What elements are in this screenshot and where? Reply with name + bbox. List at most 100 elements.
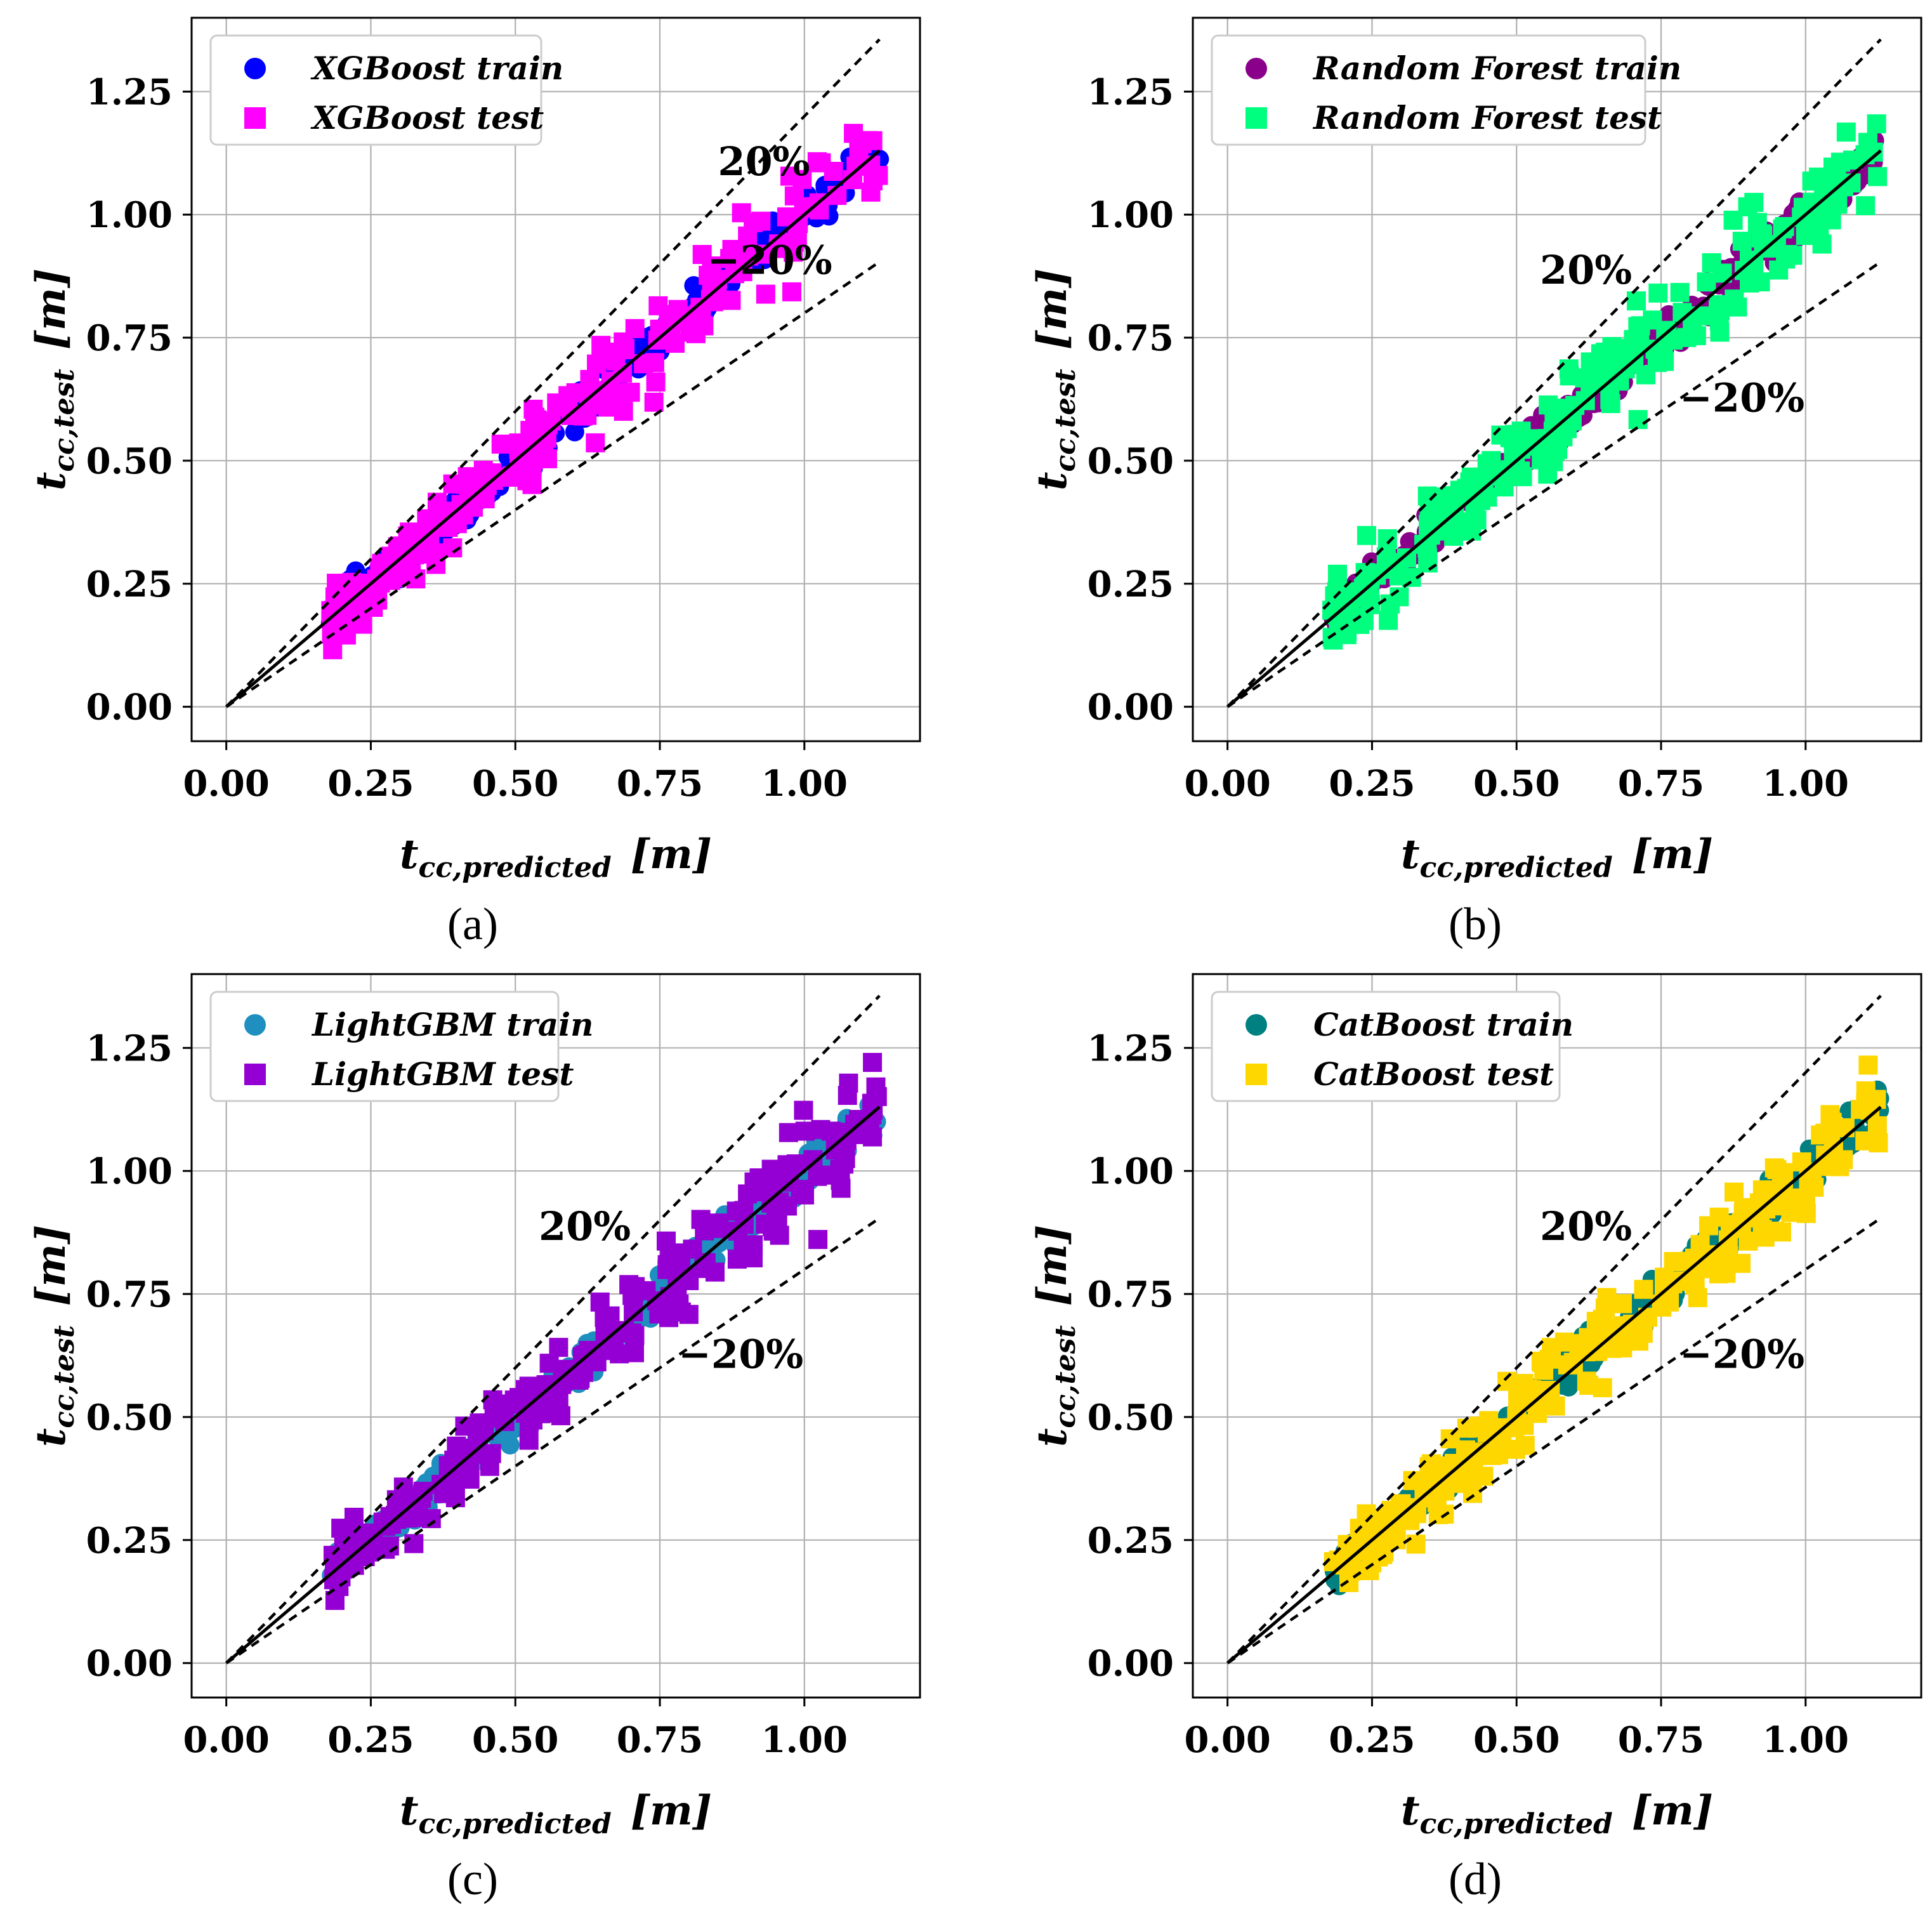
test-point [1494,465,1514,484]
legend-label: CatBoost train [1313,1006,1574,1043]
y-tick-label: 0.50 [1088,440,1174,482]
lower-20pct-line [1226,1217,1882,1665]
y-tick-label: 0.75 [86,1274,173,1316]
test-point [1542,1338,1561,1357]
test-point [648,296,668,315]
test-point [1686,326,1706,345]
test-point [517,471,537,491]
x-axis-label: tcc,predicted [m] [1401,831,1713,884]
test-point [1515,1416,1534,1435]
test-point [1738,1231,1758,1251]
test-point [1440,1429,1460,1449]
legend-square-marker [244,1064,266,1085]
test-point [1634,1279,1653,1299]
y-tick-label: 1.25 [86,1027,173,1069]
y-tick-label: 0.25 [1088,1520,1174,1562]
train-point [565,422,584,442]
test-point [1710,322,1730,342]
test-point [549,1338,568,1357]
x-axis-label: tcc,predicted [m] [400,831,712,884]
test-point [372,1538,392,1557]
test-point [460,1469,480,1489]
test-point [587,354,607,374]
upper-20pct-line [225,38,881,708]
test-point [615,340,634,360]
y-tick-label: 1.00 [1088,194,1174,236]
y-tick-label: 0.25 [86,1520,173,1562]
upper-band-label: 20% [1540,247,1632,293]
lower-band-label: −20% [707,237,832,283]
test-point [1389,566,1409,586]
y-tick-label: 0.50 [1088,1397,1174,1439]
x-tick-label: 0.50 [1473,763,1560,805]
test-point [519,1430,539,1450]
identity-line [1226,149,1882,708]
test-point [1628,410,1648,430]
test-point [1709,1264,1728,1284]
test-point [1755,1227,1775,1247]
legend-circle-marker [1245,58,1267,79]
legend [209,34,542,146]
axis-frame [1192,16,1922,742]
x-tick-label: 1.00 [1763,763,1849,805]
x-tick-label: 0.00 [1184,763,1270,805]
upper-20pct-line [1226,994,1882,1665]
test-point [1708,1245,1728,1265]
test-point [812,153,831,173]
legend [1211,34,1646,146]
x-tick-label: 0.00 [183,1719,269,1761]
test-point [680,322,700,342]
x-tick-label: 0.50 [1473,1719,1560,1761]
test-point [1858,1055,1878,1075]
test-point [483,1390,503,1409]
y-axis-label: tcc,test[m] [27,268,81,491]
test-point [1869,1133,1888,1152]
train-point [684,276,704,296]
series-lightgbm-test [323,1053,887,1610]
identity-line [225,149,881,708]
test-point [1820,1123,1840,1142]
test-point [649,1304,669,1324]
test-point [863,1053,883,1072]
legend-label: Random Forest test [1312,99,1662,136]
test-point [751,211,771,231]
legend-label: LightGBM test [311,1055,574,1093]
y-tick-label: 0.75 [86,317,173,359]
legend-label: XGBoost train [310,49,563,87]
panel-label: (d) [1449,1854,1502,1904]
test-point [1467,475,1487,494]
upper-20pct-line [1226,38,1882,708]
x-tick-label: 0.00 [183,763,269,805]
y-tick-label: 1.25 [86,71,173,113]
test-point [1418,548,1438,568]
lower-20pct-line [225,260,881,708]
panel-label: (a) [447,899,498,949]
test-point [709,1218,728,1238]
test-point [1427,487,1447,507]
test-point [1690,1235,1710,1255]
test-point [1379,610,1398,630]
test-point [794,1100,813,1120]
test-point [447,1436,466,1456]
x-tick-label: 0.50 [472,763,558,805]
panel-label: (c) [447,1854,498,1904]
test-point [1809,221,1829,241]
axis-frame [190,16,921,742]
identity-line [1226,1105,1882,1665]
test-point [645,353,664,373]
test-point [520,1412,539,1432]
test-point [679,1305,699,1324]
lower-band-label: −20% [1679,374,1804,421]
lower-20pct-line [1226,260,1882,708]
test-point [738,1184,758,1204]
x-tick-label: 0.25 [327,1719,414,1761]
test-point [1830,1157,1850,1177]
y-axis-label: tcc,test[m] [1028,1225,1082,1447]
test-point [1653,341,1673,360]
test-point [394,537,414,557]
identity-line [225,1105,881,1665]
test-point [457,467,477,487]
test-point [1515,1435,1535,1455]
test-point [1436,1457,1456,1477]
